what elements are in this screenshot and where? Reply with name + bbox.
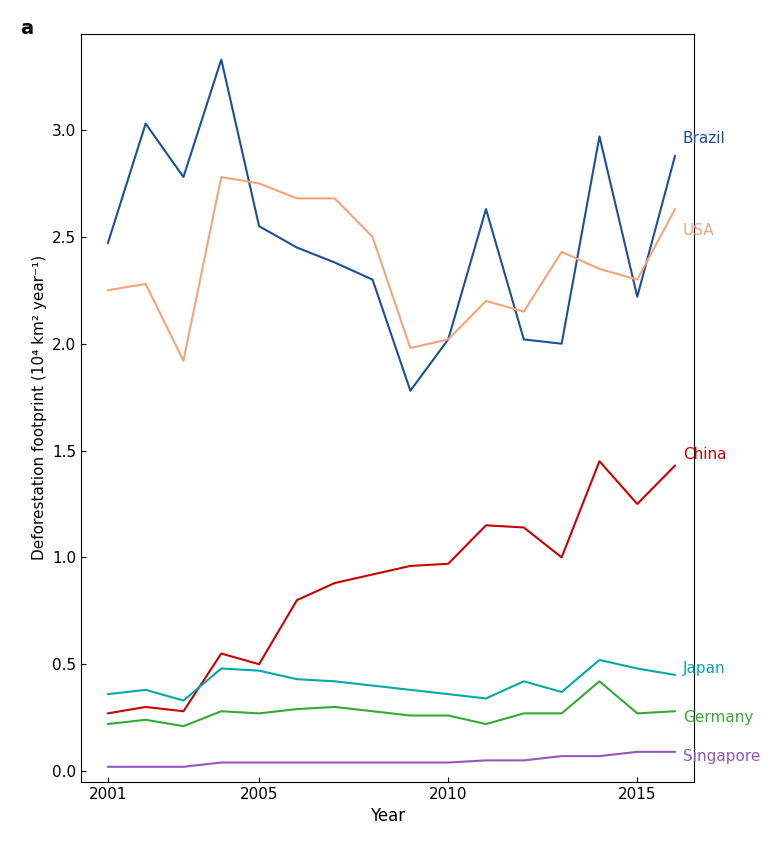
Text: a: a (20, 19, 34, 38)
X-axis label: Year: Year (370, 807, 405, 825)
Y-axis label: Deforestation footprint (10⁴ km² year⁻¹): Deforestation footprint (10⁴ km² year⁻¹) (32, 255, 47, 560)
Text: Brazil: Brazil (683, 131, 726, 146)
Text: USA: USA (683, 223, 715, 238)
Text: Singapore: Singapore (683, 749, 760, 764)
Text: Japan: Japan (683, 661, 726, 676)
Text: China: China (683, 448, 726, 462)
Text: Germany: Germany (683, 710, 753, 725)
